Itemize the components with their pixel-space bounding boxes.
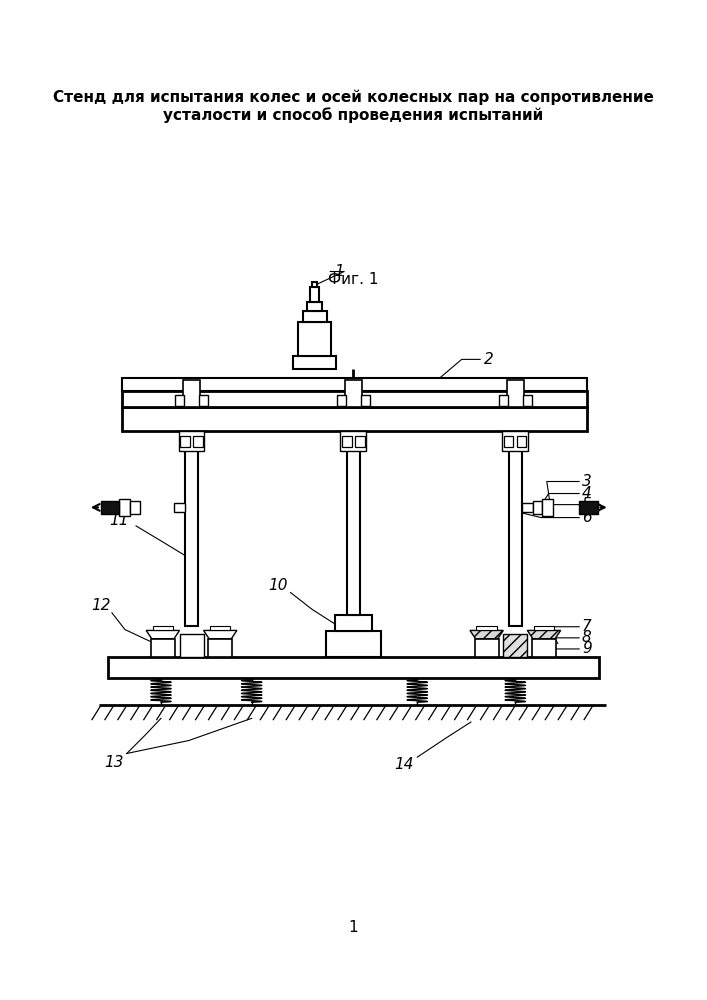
Text: Фиг. 1: Фиг. 1 [328,272,379,287]
Bar [180,634,204,657]
Bar [474,639,498,657]
Bar [307,302,322,311]
Bar [335,615,372,631]
Text: 14: 14 [395,757,414,772]
Bar [183,380,200,407]
Text: Стенд для испытания колес и осей колесных пар на сопротивление: Стенд для испытания колес и осей колесны… [53,90,654,105]
Bar [194,436,203,447]
Text: 11: 11 [110,513,129,528]
Bar [303,311,327,322]
Bar [532,639,556,657]
Bar [199,395,208,406]
Text: 5: 5 [582,497,592,512]
Bar [210,626,230,630]
Polygon shape [527,630,561,639]
Bar [579,501,597,514]
Bar [356,436,365,447]
Bar [122,407,587,431]
Bar [517,436,527,447]
Bar [119,499,131,516]
Bar [534,626,554,630]
Bar [533,501,542,514]
Bar [312,282,317,287]
Bar [151,639,175,657]
Bar [298,322,331,356]
Bar [108,657,599,678]
Text: 1: 1 [349,920,358,935]
Bar [504,436,513,447]
Bar [337,395,346,406]
Text: 8: 8 [582,630,592,645]
Bar [180,436,189,447]
Bar [503,634,527,657]
Bar [153,626,173,630]
Bar [507,380,524,407]
Text: 10: 10 [269,578,288,593]
Bar [108,657,599,663]
Text: 6: 6 [582,510,592,525]
Bar [101,501,119,514]
Bar [347,431,360,615]
Bar [122,391,587,407]
Bar [310,287,319,302]
Bar [326,631,381,657]
Bar [174,503,185,512]
Text: 9: 9 [582,641,592,656]
Text: 1: 1 [334,264,344,279]
Bar [503,431,528,451]
Bar [131,501,140,514]
Bar [175,395,184,406]
Bar [509,431,522,626]
Bar [522,503,533,512]
Bar [522,395,532,406]
Bar [293,356,336,369]
Polygon shape [204,630,237,639]
Text: усталости и способ проведения испытаний: усталости и способ проведения испытаний [163,107,544,123]
Text: 2: 2 [484,352,493,367]
Polygon shape [146,630,180,639]
Bar [341,431,366,451]
Text: 13: 13 [104,755,124,770]
Text: 4: 4 [582,486,592,501]
Bar [361,395,370,406]
Bar [342,436,351,447]
Bar [542,499,554,516]
Bar [185,431,198,626]
Bar [208,639,232,657]
Bar [477,626,497,630]
Bar [498,395,508,406]
Text: 3: 3 [582,474,592,489]
Bar [345,380,362,407]
Polygon shape [470,630,503,639]
Text: 7: 7 [582,619,592,634]
Bar [179,431,204,451]
Text: 12: 12 [91,598,110,613]
Bar [122,378,587,391]
